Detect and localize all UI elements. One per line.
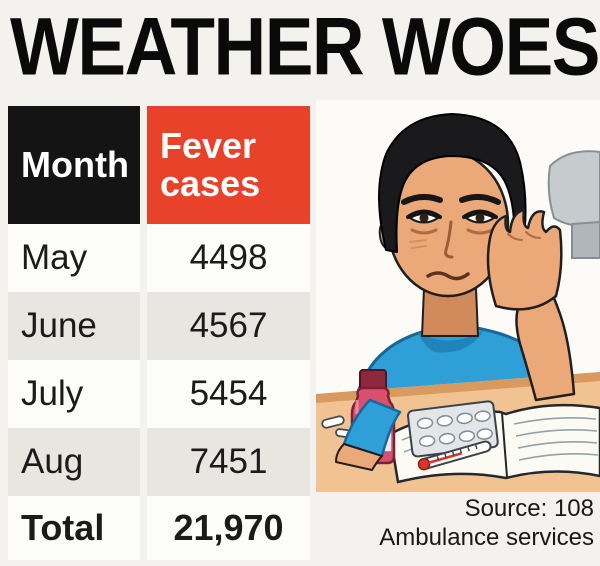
boy-right-arm bbox=[486, 208, 576, 402]
page-title: WEATHER WOES bbox=[10, 1, 600, 93]
table-total-value: 21,970 bbox=[147, 496, 310, 560]
source-line2: Ambulance services bbox=[379, 524, 594, 552]
gray-lamp-icon bbox=[547, 150, 600, 259]
pill-blister-pack bbox=[406, 400, 499, 458]
table-total-label: Total bbox=[8, 496, 140, 560]
table-cell-month: Aug bbox=[8, 428, 140, 496]
sick-boy-illustration: SYP bbox=[316, 100, 600, 492]
boy-left-arm bbox=[335, 398, 402, 471]
source-attribution: Source: 108 Ambulance services bbox=[284, 494, 594, 553]
table-cell-cases: 4567 bbox=[147, 292, 310, 360]
thermometer bbox=[417, 440, 492, 471]
table-cell-cases: 5454 bbox=[147, 360, 310, 428]
column-header-month: Month bbox=[8, 106, 140, 224]
table-cell-month: June bbox=[8, 292, 140, 360]
source-line1: Source: 108 bbox=[464, 495, 594, 522]
column-header-fever-cases: Fever cases bbox=[147, 106, 310, 224]
table-cell-month: May bbox=[8, 224, 140, 292]
table-cell-cases: 4498 bbox=[147, 224, 310, 292]
table-cell-month: July bbox=[8, 360, 140, 428]
fever-cases-table: Month Fever cases May 4498 June 4567 Jul… bbox=[8, 106, 310, 560]
table-cell-cases: 7451 bbox=[147, 428, 310, 496]
